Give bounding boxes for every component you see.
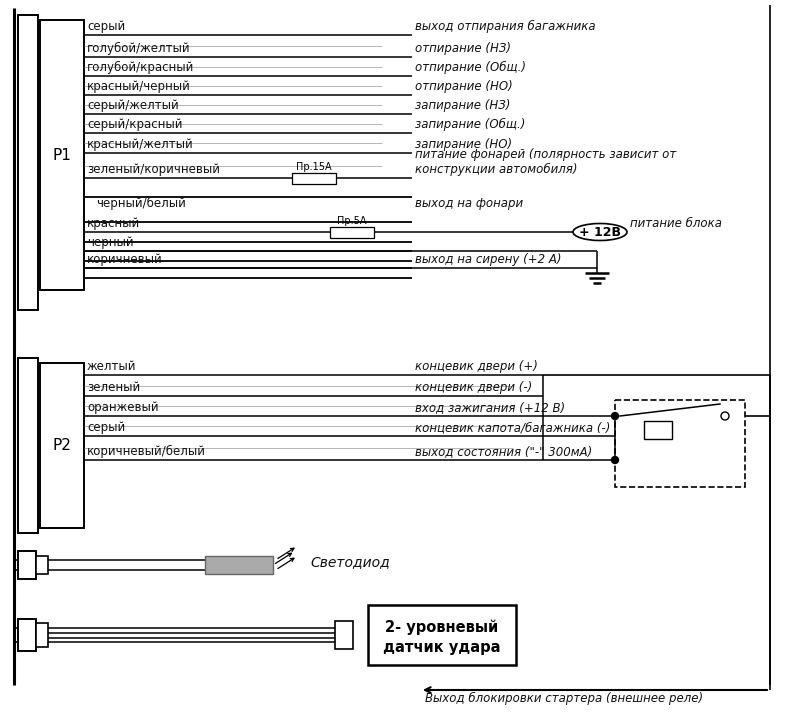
Text: коричневый/белый: коричневый/белый [87, 445, 206, 458]
Circle shape [721, 412, 729, 420]
Text: концевик капота/багажника (-): концевик капота/багажника (-) [415, 421, 610, 434]
Text: выход состояния ("-" 300мА): выход состояния ("-" 300мА) [415, 445, 592, 458]
Bar [18, 15, 38, 310]
Circle shape [611, 457, 618, 464]
Text: питание блока: питание блока [630, 217, 722, 230]
Text: выход отпирания багажника: выход отпирания багажника [415, 20, 596, 33]
Bar [615, 400, 745, 487]
Bar [292, 173, 336, 183]
Text: серый: серый [87, 20, 126, 33]
Text: Выход блокировки стартера (внешнее реле): Выход блокировки стартера (внешнее реле) [425, 692, 703, 705]
Bar [335, 621, 353, 649]
Text: запирание (Общ.): запирание (Общ.) [415, 118, 526, 131]
Text: серый/желтый: серый/желтый [87, 99, 178, 112]
Text: Пр.5А: Пр.5А [338, 216, 366, 226]
Text: + 12В: + 12В [579, 226, 621, 239]
Text: красный: красный [87, 217, 140, 230]
Text: черный: черный [87, 236, 134, 249]
Bar [18, 551, 36, 579]
Text: концевик двери (+): концевик двери (+) [415, 360, 538, 373]
Text: Р2: Р2 [53, 438, 71, 453]
Text: Светодиод: Светодиод [310, 555, 390, 569]
Text: голубой/красный: голубой/красный [87, 61, 194, 74]
Bar [368, 605, 516, 665]
Text: зеленый: зеленый [87, 381, 140, 394]
Text: оранжевый: оранжевый [87, 401, 158, 414]
Bar [36, 556, 48, 574]
Text: вход зажигания (+12 В): вход зажигания (+12 В) [415, 401, 565, 414]
Text: зеленый/коричневый: зеленый/коричневый [87, 163, 220, 176]
Text: запирание (НЗ): запирание (НЗ) [415, 99, 510, 112]
Ellipse shape [573, 224, 627, 240]
Text: Пр.15А: Пр.15А [296, 162, 332, 172]
Text: отпирание (Общ.): отпирание (Общ.) [415, 61, 526, 74]
Text: выход на фонари: выход на фонари [415, 197, 523, 210]
Bar [40, 363, 84, 528]
Bar [18, 619, 36, 651]
Text: серый/красный: серый/красный [87, 118, 182, 131]
Text: красный/желтый: красный/желтый [87, 138, 194, 151]
Text: красный/черный: красный/черный [87, 80, 191, 93]
Text: выход на сирену (+2 А): выход на сирену (+2 А) [415, 253, 562, 266]
Text: отпирание (НЗ): отпирание (НЗ) [415, 42, 511, 55]
Bar [330, 226, 374, 237]
Bar [644, 421, 672, 439]
Text: отпирание (НО): отпирание (НО) [415, 80, 513, 93]
Text: 2- уровневый
датчик удара: 2- уровневый датчик удара [383, 619, 501, 655]
Text: запирание (НО): запирание (НО) [415, 138, 512, 151]
Bar [205, 556, 273, 574]
Text: голубой/желтый: голубой/желтый [87, 42, 190, 55]
Circle shape [611, 413, 618, 419]
Text: серый: серый [87, 421, 126, 434]
Text: питание фонарей (полярность зависит от
конструкции автомобиля): питание фонарей (полярность зависит от к… [415, 148, 676, 176]
Bar [36, 623, 48, 647]
Text: желтый: желтый [87, 360, 137, 373]
Bar [40, 20, 84, 290]
Text: коричневый: коричневый [87, 253, 162, 266]
Text: черный/белый: черный/белый [96, 197, 186, 210]
Bar [18, 358, 38, 533]
Text: Р1: Р1 [53, 147, 71, 162]
Text: концевик двери (-): концевик двери (-) [415, 381, 532, 394]
